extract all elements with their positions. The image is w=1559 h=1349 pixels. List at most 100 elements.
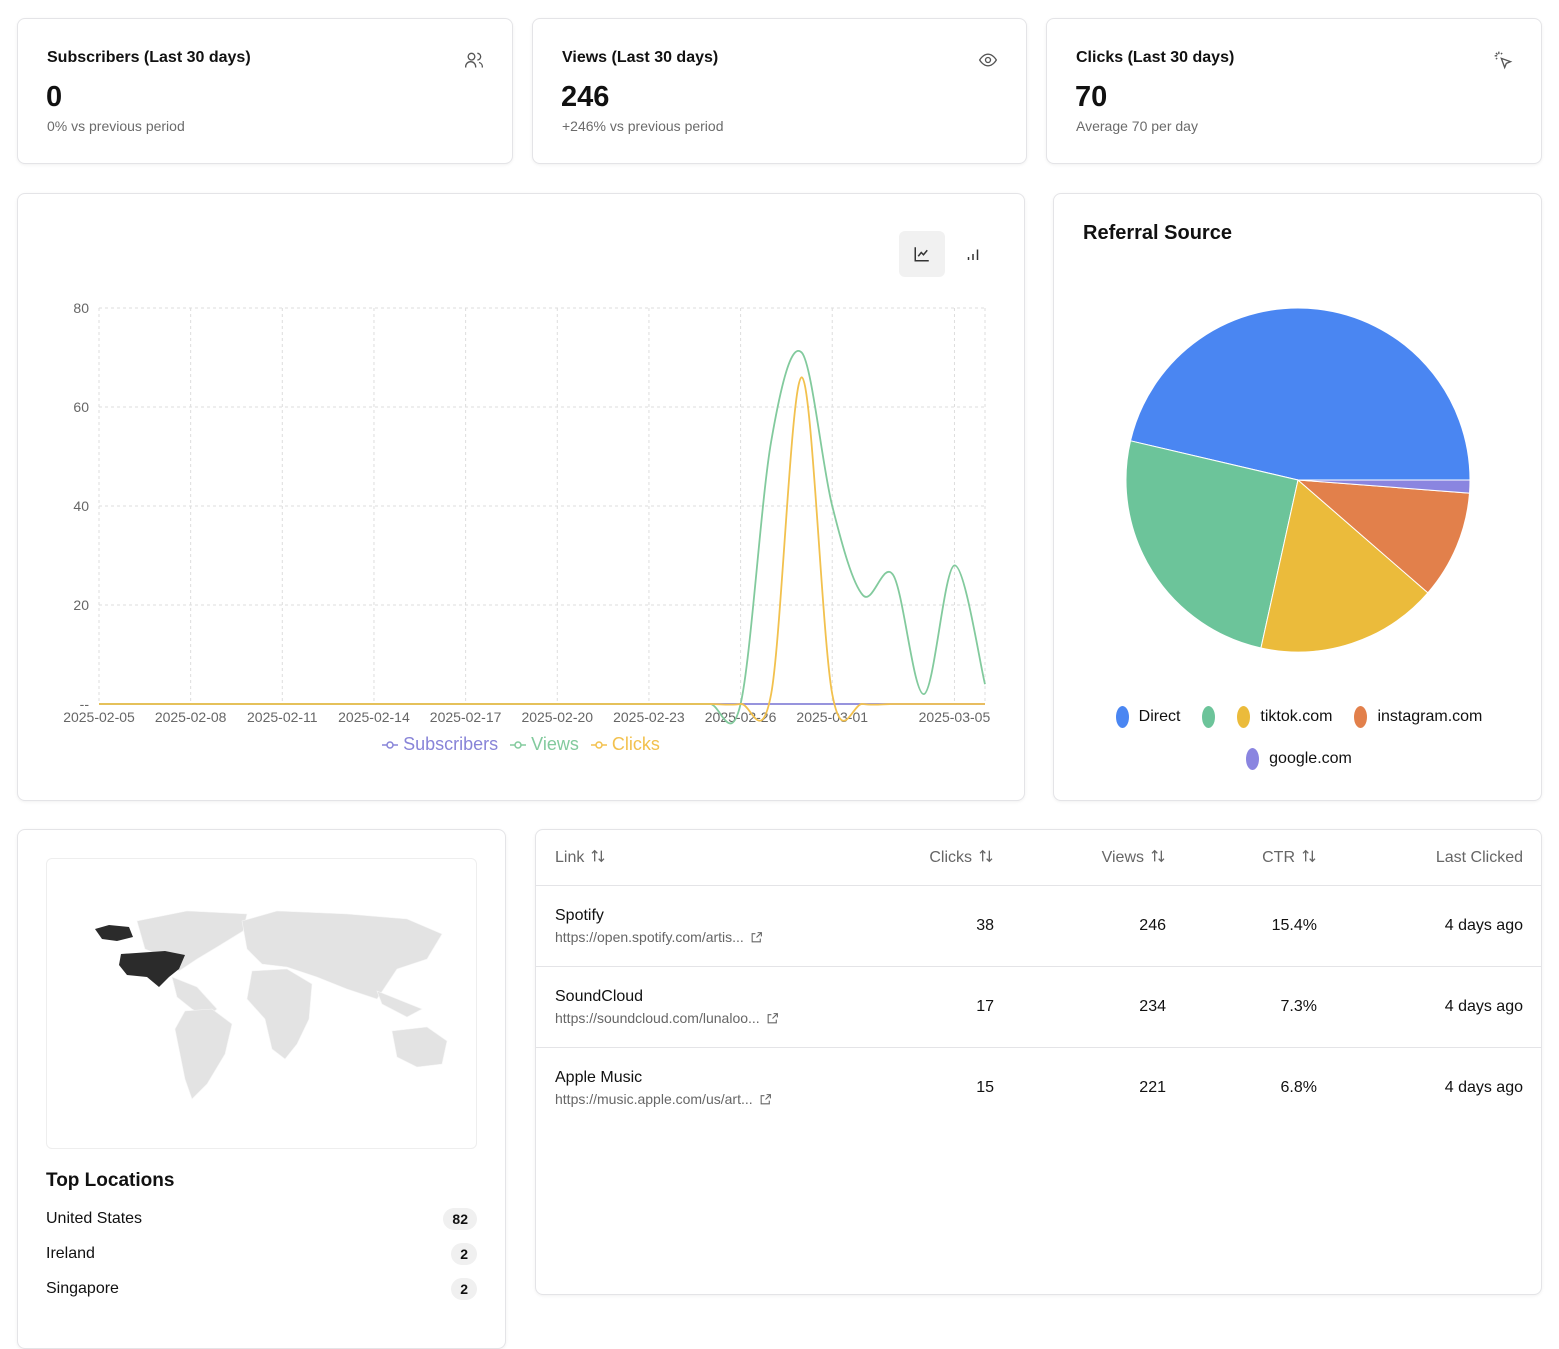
link-url: https://music.apple.com/us/art... [555, 1091, 753, 1107]
chart-title: Referral Source [1083, 222, 1232, 244]
external-link-icon [767, 1012, 778, 1023]
column-header[interactable]: Clicks [866, 830, 994, 886]
legend-item: Subscribers [382, 734, 498, 755]
header-text: Clicks [929, 849, 972, 866]
link-name: Spotify [555, 907, 604, 924]
southeast-asia [376, 990, 423, 1018]
stat-card: Clicks (Last 30 days) 70 Average 70 per … [1046, 18, 1542, 164]
line-view-button[interactable] [899, 231, 945, 277]
country: Singapore [46, 1280, 119, 1297]
location-row: Singapore 2 [46, 1276, 477, 1302]
table-row: SoundCloud https://soundcloud.com/lunaloo… [536, 966, 1541, 1048]
users-icon [465, 52, 483, 68]
legend-label: google.com [1269, 750, 1352, 767]
united-states [119, 951, 185, 987]
sort-icon [979, 849, 993, 863]
link-url-row: https://soundcloud.com/lunaloo... [555, 1010, 866, 1026]
legend-item: Direct [1115, 706, 1181, 728]
legend-item: Views [510, 734, 579, 755]
x-tick-label: 2025-02-23 [613, 709, 685, 725]
y-tick-label: 60 [73, 399, 89, 415]
legend-label: Subscribers [403, 734, 499, 754]
x-tick-label: 2025-03-05 [919, 709, 991, 725]
line-icon [914, 247, 929, 262]
legend: Subscribers Views Clicks [18, 734, 1024, 755]
africa [246, 968, 313, 1060]
stat-title: Subscribers (Last 30 days) [47, 49, 251, 66]
links-table-card: Link Clicks Views CTR Last Clicked Spoti… [535, 829, 1542, 1295]
link-url-row: https://open.spotify.com/artis... [555, 929, 866, 945]
country: Ireland [46, 1245, 95, 1262]
line-chart: -- 20 40 60 80 2025-02-05 2025-02-08 2025-02-11… [63, 300, 991, 725]
views-cell: 234 [994, 966, 1166, 1048]
stat-title: Clicks (Last 30 days) [1076, 49, 1235, 66]
ctr-cell: 6.8% [1280, 1079, 1317, 1096]
swatch-dot [386, 740, 394, 749]
pie-slice [1125, 440, 1299, 649]
swatch-dot [514, 740, 522, 749]
sort-icon [1151, 849, 1165, 863]
stat-note: 0% vs previous period [47, 118, 185, 134]
stat-card: Views (Last 30 days) 246 +246% vs previo… [532, 18, 1027, 164]
header-text: Views [1101, 849, 1144, 866]
links-table: Link Clicks Views CTR Last Clicked Spoti… [536, 830, 1541, 1129]
bar-view-button[interactable] [950, 231, 996, 277]
x-tick-label: 2025-02-11 [247, 709, 318, 725]
pie-chart: Referral Source [1083, 222, 1471, 653]
link-cell: SoundCloud https://soundcloud.com/lunaloo… [536, 966, 866, 1048]
column-header: Last Clicked [1317, 830, 1541, 886]
y-tick-label: 80 [73, 300, 89, 316]
x-tick-label: 2025-02-20 [521, 709, 593, 725]
y-tick-label: 40 [73, 498, 89, 514]
external-link-icon [760, 1093, 771, 1104]
x-tick-label: 2025-02-17 [430, 709, 502, 725]
x-tick-label: 2025-02-08 [155, 709, 227, 725]
country: United States [46, 1210, 143, 1227]
stat-note: Average 70 per day [1076, 118, 1198, 134]
legend-swatch [590, 740, 607, 749]
legend-swatch [1237, 706, 1251, 728]
legend-swatch [1202, 706, 1216, 728]
column-header[interactable]: Views [994, 830, 1166, 886]
count: 82 [443, 1208, 477, 1230]
header-text: Link [555, 849, 585, 866]
pie-chart-card: Referral Source Direct tiktok.com instagra… [1053, 193, 1542, 801]
pie-slice [1129, 307, 1471, 481]
y-tick-label: -- [80, 696, 90, 712]
legend-swatch [1115, 706, 1129, 728]
legend: Direct tiktok.com instagram.com google.com [1094, 706, 1504, 770]
sort-icon [1302, 849, 1316, 863]
link-name: Apple Music [555, 1069, 643, 1086]
header-row: Link Clicks Views CTR Last Clicked [536, 830, 1541, 886]
australia [391, 1026, 448, 1068]
header-text: CTR [1262, 849, 1295, 866]
table-row: Apple Music https://music.apple.com/us/ar… [536, 1048, 1541, 1129]
x-tick-label: 2025-02-05 [63, 709, 135, 725]
location-row: United States 82 [46, 1206, 477, 1232]
legend-item [1202, 706, 1216, 728]
pie-slice [1297, 479, 1471, 494]
stat-card: Subscribers (Last 30 days) 0 0% vs previ… [17, 18, 513, 164]
link-url: https://soundcloud.com/lunaloo... [555, 1010, 760, 1026]
ctr-cell: 7.3% [1166, 966, 1317, 1048]
legend-item: instagram.com [1354, 706, 1482, 728]
bar-icon [967, 249, 979, 260]
location-row: Ireland 2 [46, 1241, 477, 1267]
eurasia [241, 910, 443, 1000]
legend-label: tiktok.com [1260, 708, 1333, 725]
locations-card: Top Locations United States 82 Ireland 2 S… [17, 829, 506, 1349]
link-cell: Apple Music https://music.apple.com/us/ar… [536, 1048, 866, 1129]
column-header[interactable]: CTR [1166, 830, 1317, 886]
legend-swatch [382, 740, 399, 749]
last-clicked-cell: 4 days ago [1317, 885, 1541, 967]
eye-icon [978, 53, 998, 67]
legend-swatch [1246, 748, 1260, 770]
clicks-cell: 15 [976, 1079, 994, 1096]
x-tick-label: 2025-02-26 [705, 709, 777, 725]
column-header[interactable]: Link [536, 830, 866, 886]
legend-label: Direct [1138, 708, 1181, 725]
ctr-cell: 15.4% [1166, 885, 1317, 967]
icon-path [760, 1093, 771, 1104]
dashboard: Subscribers (Last 30 days) 0 0% vs previ… [17, 18, 1542, 1349]
map-panel [46, 858, 477, 1149]
